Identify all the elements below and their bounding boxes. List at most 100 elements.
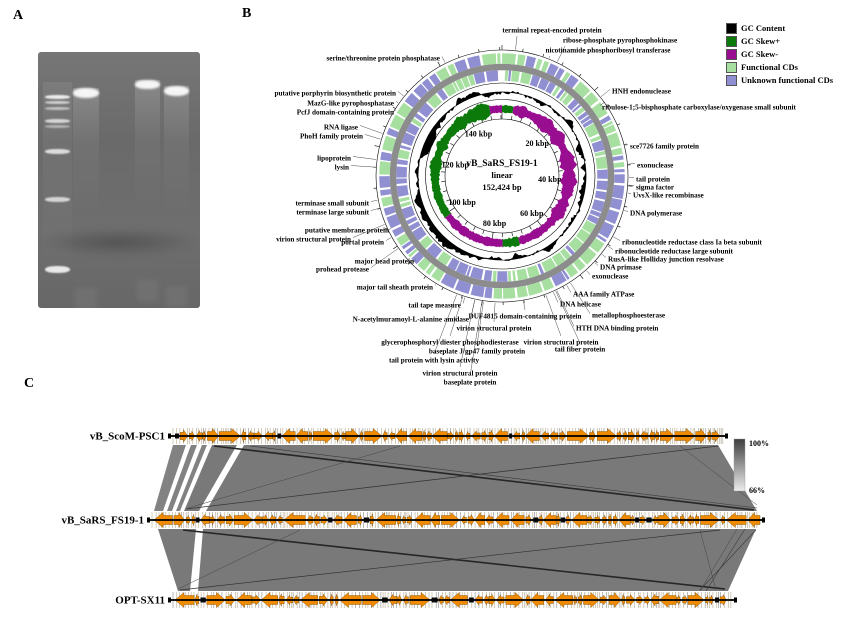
outer-tick: [617, 123, 621, 126]
cds-block: [400, 145, 411, 151]
track-end-cap: [168, 433, 171, 439]
outer-tick: [441, 287, 444, 291]
cds-block: [577, 111, 589, 121]
cds-block: [551, 271, 567, 287]
cds-block: [605, 209, 620, 225]
gene-leader-line: [555, 290, 581, 344]
cds-block: [426, 242, 443, 259]
similarity-line: [679, 445, 758, 506]
cds-block: [589, 237, 605, 253]
inner-tick: [543, 214, 548, 218]
legend-swatch: [726, 61, 737, 73]
gene-leader-line: [607, 245, 614, 250]
cds-block: [519, 72, 532, 85]
cds-block: [411, 118, 423, 128]
gene-leader-line: [370, 200, 378, 202]
cds-block: [421, 78, 434, 91]
gene-label: PhoH family protein: [300, 133, 363, 141]
panel-label-a: A: [13, 8, 24, 23]
faint-smear: [75, 288, 97, 308]
outer-tick: [594, 86, 599, 91]
cds-block: [594, 150, 606, 157]
outer-tick: [542, 53, 545, 57]
gene-label: DNA helicase: [560, 301, 601, 309]
ladder-lane: [43, 82, 72, 282]
outer-tick: [420, 75, 424, 78]
outer-tick: [543, 294, 546, 298]
kbp-label: 40 kbp: [538, 175, 562, 184]
outer-tick: [457, 54, 460, 58]
cds-block: [516, 54, 526, 66]
legend-item: Functional CDs: [726, 61, 833, 73]
cds-block: [555, 88, 565, 100]
cds-block: [419, 235, 434, 249]
cds-block: [537, 263, 545, 275]
legend-swatch: [726, 35, 737, 47]
cds-block: [418, 102, 434, 118]
cds-block: [583, 92, 599, 107]
cds-block: [591, 140, 605, 153]
track-line: [148, 519, 764, 521]
gene-leader-line: [434, 284, 436, 286]
cds-block: [380, 151, 392, 162]
faint-smear: [166, 286, 187, 308]
ladder-band: [45, 149, 70, 154]
gene-label: N-acetylmuramoyl-L-alanine amidase: [353, 316, 469, 324]
cds-block: [612, 155, 624, 161]
gene-leader-line: [397, 91, 404, 97]
kbp-label: 100 kbp: [448, 198, 476, 207]
gene-leader-line: [385, 237, 392, 241]
dark-smear: [38, 228, 200, 256]
cds-block: [584, 123, 599, 138]
cds-block: [401, 205, 416, 220]
cds-block: [408, 248, 418, 258]
ladder-band: [45, 119, 70, 123]
similarity-line: [699, 528, 738, 592]
track-name: vB_ScoM-PSC1: [90, 431, 165, 443]
gene-label: nicotinamide phosphoribosyl transferase: [546, 47, 671, 55]
cds-block: [573, 258, 586, 271]
gene-leader-line: [350, 165, 376, 168]
gene-leader-line: [462, 297, 466, 304]
ladder-band: [45, 107, 70, 110]
track-end-cap: [734, 597, 737, 603]
lane-smear: [164, 86, 189, 246]
gene-leader-line: [441, 56, 446, 63]
inner-tick: [450, 143, 454, 146]
gene-label: RNA ligase: [324, 124, 358, 132]
inner-tick: [482, 229, 485, 234]
cds-block: [413, 83, 428, 99]
ladder-band: [45, 95, 70, 99]
gene-label: sigma factor: [636, 184, 675, 192]
legend-swatch: [726, 74, 737, 86]
cds-block: [425, 263, 436, 275]
gene-label: UvsX-like recombinase: [633, 192, 704, 200]
inner-tick: [554, 151, 558, 154]
cds-block: [481, 53, 497, 66]
gene-leader-line: [599, 101, 606, 106]
outer-tick: [561, 62, 564, 66]
cds-block: [454, 59, 468, 73]
cds-block: [599, 115, 612, 125]
similarity-block: [190, 529, 203, 591]
inner-tick: [490, 115, 492, 120]
cds-block: [452, 81, 460, 92]
track-name: OPT-SX11: [115, 595, 165, 607]
cds-block: [516, 268, 528, 281]
cds-block: [389, 114, 405, 131]
inner-tick: [473, 226, 476, 231]
cds-block: [401, 240, 413, 250]
cds-block: [559, 248, 572, 260]
outer-tick: [578, 73, 582, 77]
cds-block: [392, 225, 405, 237]
cds-block: [440, 273, 458, 289]
dna-band: [164, 86, 189, 96]
gene-leader-line: [553, 292, 559, 303]
gene-label: DNA primase: [600, 264, 642, 272]
gene-label: tail fiber protein: [555, 346, 605, 354]
cds-block: [594, 190, 607, 200]
cds-block: [408, 221, 421, 231]
cds-block: [466, 265, 472, 277]
similarity-block: [167, 445, 197, 511]
